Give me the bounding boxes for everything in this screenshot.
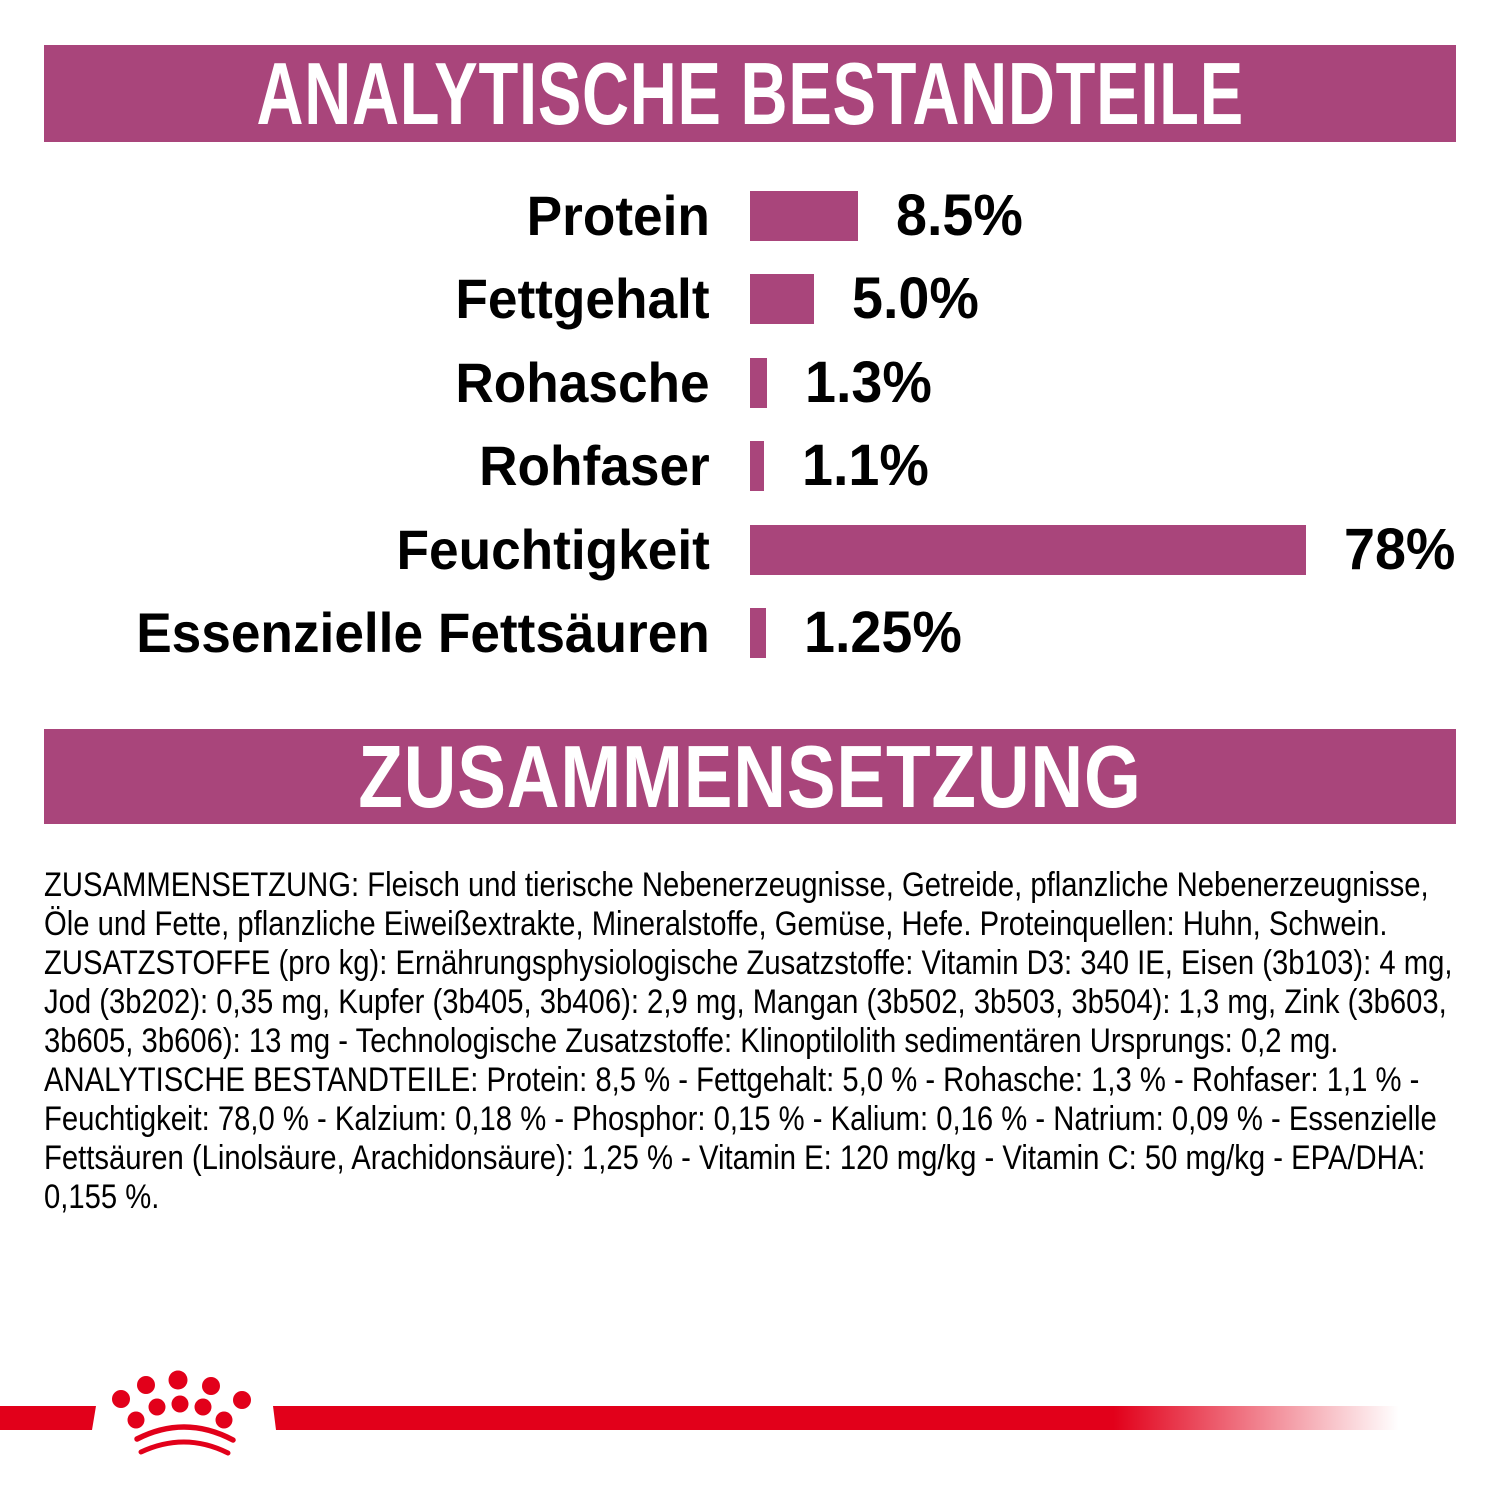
composition-text-line: Feuchtigkeit: 78,0 % - Kalzium: 0,18 % -… xyxy=(44,1100,1437,1138)
chart-bar xyxy=(750,525,1306,575)
chart-category-label: Fettgehalt xyxy=(455,267,710,330)
chart-category-label: Essenzielle Fettsäuren xyxy=(136,601,710,664)
chart-bar xyxy=(750,191,858,241)
composition-text-line: ZUSATZSTOFFE (pro kg): Ernährungsphysiol… xyxy=(44,944,1453,982)
composition-text-line: Öle und Fette, pflanzliche Eiweißextrakt… xyxy=(44,905,1388,943)
chart-category-label: Rohasche xyxy=(455,351,710,414)
composition-text-line: Jod (3b202): 0,35 mg, Kupfer (3b405, 3b4… xyxy=(44,983,1447,1021)
royal-canin-crown-icon xyxy=(112,1370,251,1456)
chart-value-label: 5.0% xyxy=(852,266,979,331)
chart-row: Essenzielle Fettsäuren 1.25% xyxy=(0,600,1500,665)
chart-row: Rohasche 1.3% xyxy=(0,350,1500,415)
chart-bar xyxy=(750,358,767,408)
composition-section-banner: ZUSAMMENSETZUNG xyxy=(44,729,1456,824)
red-brand-stripe-left xyxy=(0,1406,96,1430)
chart-row: Fettgehalt 5.0% xyxy=(0,266,1500,331)
composition-section-title: ZUSAMMENSETZUNG xyxy=(358,727,1142,826)
chart-value-label: 8.5% xyxy=(896,183,1023,248)
composition-text-line: 3b605, 3b606): 13 mg - Technologische Zu… xyxy=(44,1022,1339,1060)
composition-text-block: ZUSAMMENSETZUNG: Fleisch und tierische N… xyxy=(44,866,1456,1217)
chart-bar xyxy=(750,608,766,658)
analytical-bar-chart: Protein 8.5% Fettgehalt 5.0% Rohasche 1.3% Roh… xyxy=(0,183,1500,711)
analytical-section-title: ANALYTISCHE BESTANDTEILE xyxy=(256,44,1244,143)
chart-value-label: 1.25% xyxy=(804,600,962,665)
chart-row: Feuchtigkeit 78% xyxy=(0,517,1500,582)
chart-value-label: 1.3% xyxy=(805,350,932,415)
composition-text-line: 0,155 %. xyxy=(44,1178,160,1216)
red-brand-stripe-right xyxy=(273,1406,1410,1430)
chart-bar xyxy=(750,441,764,491)
chart-value-label: 78% xyxy=(1344,517,1456,582)
analytical-section-banner: ANALYTISCHE BESTANDTEILE xyxy=(44,45,1456,142)
chart-category-label: Rohfaser xyxy=(479,434,710,497)
composition-text-line: ANALYTISCHE BESTANDTEILE: Protein: 8,5 %… xyxy=(44,1061,1420,1099)
chart-category-label: Protein xyxy=(526,184,710,247)
composition-text-line: ZUSAMMENSETZUNG: Fleisch und tierische N… xyxy=(44,866,1429,904)
chart-bar xyxy=(750,274,814,324)
composition-text-line: Fettsäuren (Linolsäure, Arachidonsäure):… xyxy=(44,1139,1426,1177)
chart-category-label: Feuchtigkeit xyxy=(396,518,710,581)
chart-value-label: 1.1% xyxy=(802,433,929,498)
chart-row: Rohfaser 1.1% xyxy=(0,433,1500,498)
chart-row: Protein 8.5% xyxy=(0,183,1500,248)
